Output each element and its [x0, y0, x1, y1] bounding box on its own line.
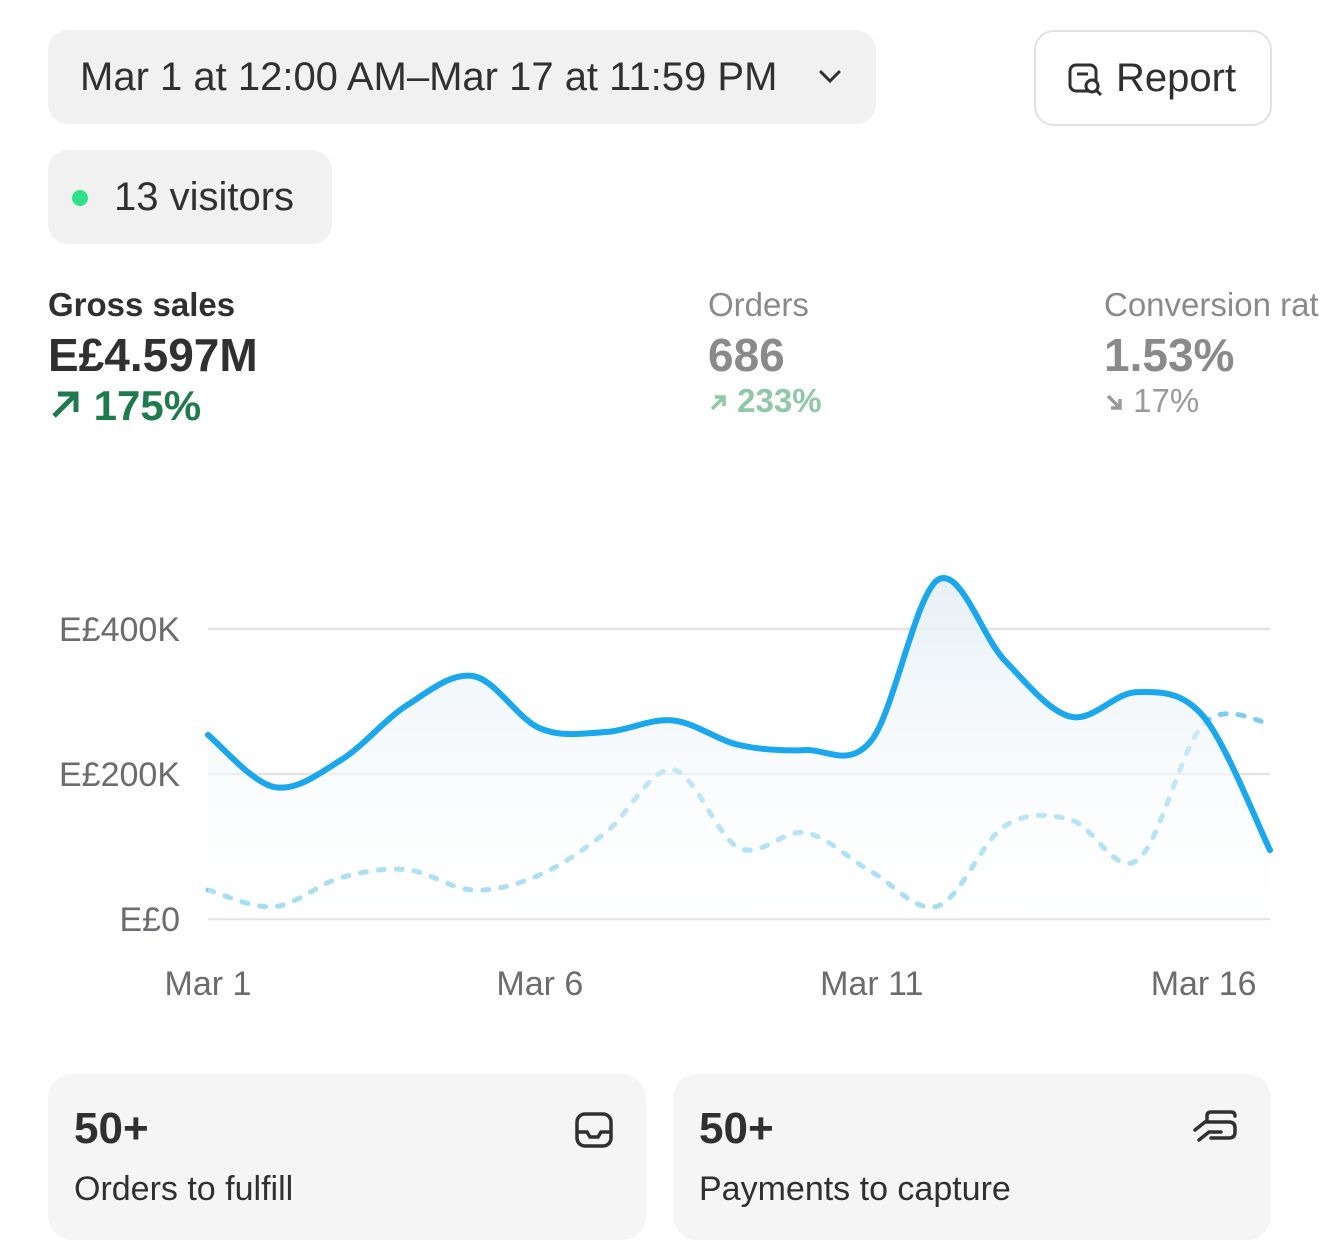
y-tick-label: E£200K	[59, 756, 180, 794]
metric-value: E£4.597M	[48, 329, 258, 381]
x-tick-label: Mar 16	[1151, 965, 1257, 1003]
chevron-icon	[819, 70, 841, 84]
inbox-icon	[575, 1112, 613, 1148]
metric-change: 175%	[93, 382, 202, 429]
metric-label: Orders	[708, 286, 809, 323]
up-arrow	[52, 391, 79, 418]
visitors-pill[interactable]: 13 visitors	[48, 150, 332, 244]
card-value: 50+	[74, 1104, 149, 1153]
down-arrow	[1106, 394, 1122, 410]
metric-label: Conversion rate	[1104, 286, 1320, 323]
report-icon	[1068, 63, 1103, 97]
y-tick-label: E£0	[120, 901, 181, 939]
x-tick-label: Mar 11	[820, 965, 923, 1003]
card-label: Orders to fulfill	[74, 1170, 294, 1208]
metric-value: 1.53%	[1104, 329, 1235, 381]
metric-change: 17%	[1133, 382, 1200, 419]
metric-label: Gross sales	[48, 286, 236, 323]
y-tick-label: E£400K	[59, 611, 180, 649]
report-button[interactable]: Report	[1034, 30, 1272, 126]
date-range: Mar 1 at 12:00 AM–Mar 17 at 11:59 PM	[80, 55, 778, 99]
line	[205, 575, 1273, 854]
x-tick-label: Mar 6	[496, 965, 583, 1003]
up-arrow	[710, 395, 726, 411]
metric-change: 233%	[737, 382, 822, 419]
visitors-count: 13 visitors	[114, 175, 295, 219]
live-dot	[72, 190, 88, 206]
date-picker[interactable]: Mar 1 at 12:00 AM–Mar 17 at 11:59 PM	[48, 30, 876, 124]
card-label: Payments to capture	[699, 1170, 1011, 1208]
metric[interactable]: Conversion rate 1.53% 17%	[1104, 286, 1320, 420]
metric[interactable]: Gross sales E£4.597M 175%	[48, 286, 258, 430]
task-card[interactable]: 50+ Orders to fulfill	[48, 1074, 646, 1240]
payment-icon	[1193, 1110, 1237, 1142]
metric-value: 686	[708, 329, 785, 381]
chart: E£0 E£200K E£400K Mar 1 Mar 6 Mar 11 Mar 16	[59, 575, 1273, 1003]
report-label: Report	[1116, 56, 1237, 100]
task-card[interactable]: 50+ Payments to capture	[673, 1074, 1271, 1240]
metric[interactable]: Orders 686 233%	[708, 286, 822, 420]
card-value: 50+	[699, 1104, 774, 1153]
x-tick-label: Mar 1	[165, 965, 252, 1003]
